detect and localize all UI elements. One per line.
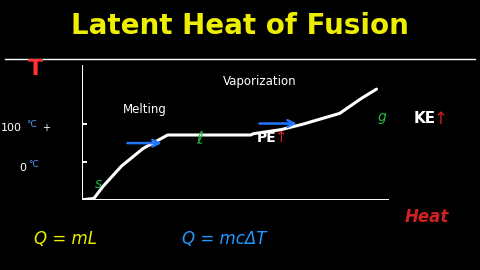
Text: ↑: ↑ <box>434 110 448 128</box>
Text: Latent Heat of Fusion: Latent Heat of Fusion <box>71 12 409 40</box>
Text: g: g <box>377 110 386 124</box>
Text: Vaporization: Vaporization <box>223 75 297 87</box>
Text: 0: 0 <box>19 163 26 173</box>
Text: +: + <box>42 123 50 133</box>
Text: ℓ: ℓ <box>196 130 203 148</box>
Text: KE: KE <box>414 111 436 126</box>
Text: ↑: ↑ <box>275 130 288 145</box>
Text: PE: PE <box>257 131 276 145</box>
Text: °C: °C <box>26 120 37 129</box>
Text: s: s <box>95 177 102 191</box>
Text: 100: 100 <box>0 123 22 133</box>
Text: Q = mcΔT: Q = mcΔT <box>182 230 267 248</box>
Text: °C: °C <box>28 160 38 169</box>
Text: Q = mL: Q = mL <box>34 230 96 248</box>
Text: T: T <box>28 59 44 79</box>
Text: Melting: Melting <box>122 103 166 116</box>
Text: Heat: Heat <box>405 208 449 226</box>
